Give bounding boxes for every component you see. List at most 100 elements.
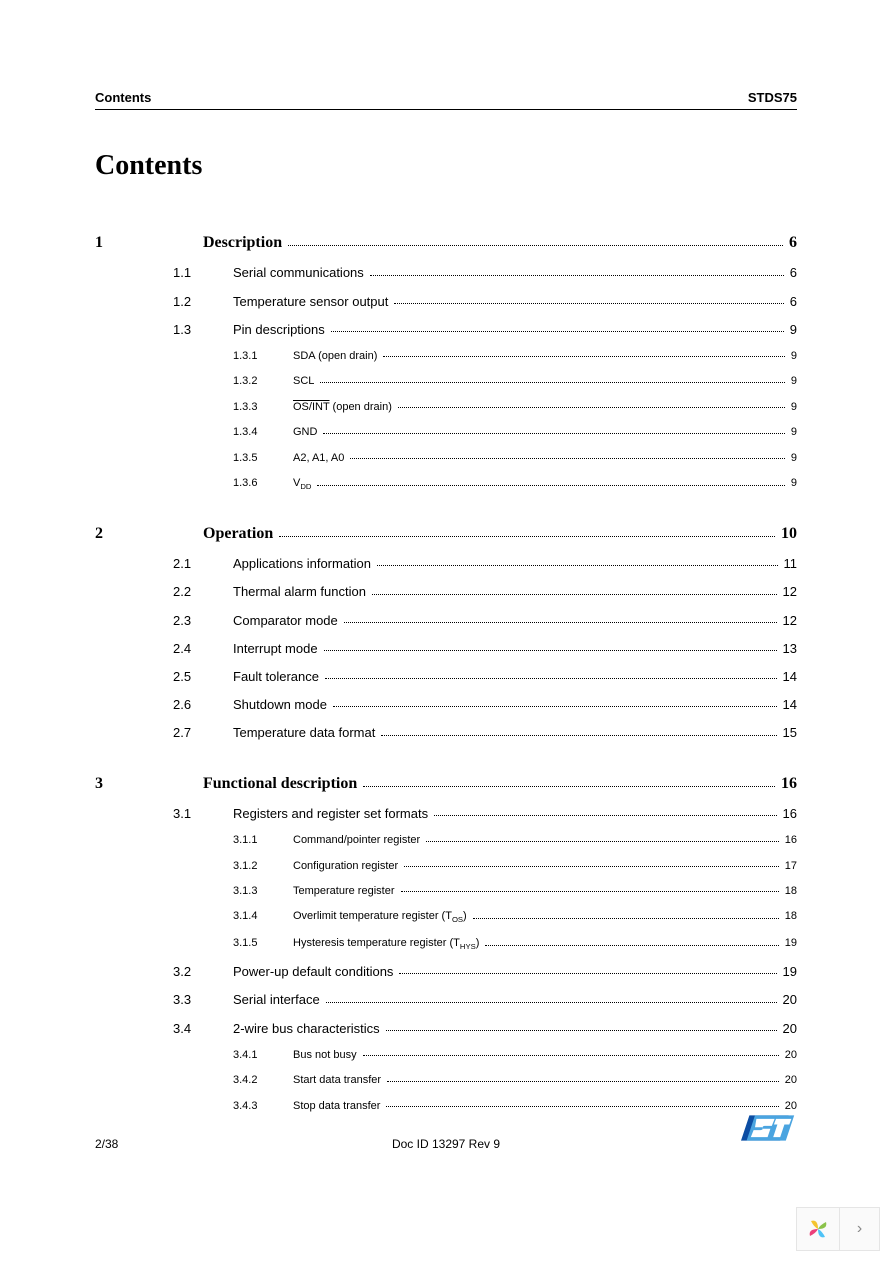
toc-dot-leader: [399, 973, 776, 974]
toc-entry-number: 2: [95, 523, 203, 545]
toc-entry-label: A2, A1, A0: [293, 451, 344, 466]
toc-entry-label: VDD: [293, 476, 311, 493]
toc-entry[interactable]: 3Functional description 16: [95, 773, 797, 795]
toc-entry[interactable]: 1.2Temperature sensor output6: [95, 293, 797, 311]
toc-entry[interactable]: 3.3Serial interface20: [95, 991, 797, 1009]
toc-entry-number: 3.1.4: [233, 909, 293, 924]
toc-entry-number: 3.4.2: [233, 1073, 293, 1088]
toc-entry[interactable]: 2.5Fault tolerance14: [95, 668, 797, 686]
toc-entry-label: Operation: [203, 523, 273, 545]
toc-entry-label: Functional description: [203, 773, 357, 795]
toc-entry[interactable]: 2.6Shutdown mode14: [95, 696, 797, 714]
toc-entry-label: Serial communications: [233, 264, 364, 282]
toc-dot-leader: [333, 706, 777, 707]
toc-entry-label: Command/pointer register: [293, 833, 420, 848]
toc-entry[interactable]: 1.3.2SCL9: [95, 374, 797, 389]
toc-entry-page: 18: [785, 884, 797, 899]
footer-page-number: 2/38: [95, 1137, 118, 1151]
toc-entry[interactable]: 2.7Temperature data format 15: [95, 724, 797, 742]
toc-entry[interactable]: 3.1.3Temperature register18: [95, 884, 797, 899]
toc-dot-leader: [326, 1002, 777, 1003]
page-header: Contents STDS75: [95, 90, 797, 110]
toc-dot-leader: [387, 1081, 779, 1082]
toc-entry-page: 6: [790, 293, 797, 311]
toc-entry[interactable]: 3.1.4Overlimit temperature register (TOS…: [95, 909, 797, 926]
toc-entry[interactable]: 1.3.6VDD9: [95, 476, 797, 493]
toc-entry-page: 20: [785, 1073, 797, 1088]
toc-entry-page: 9: [791, 374, 797, 389]
toc-entry[interactable]: 2.2Thermal alarm function 12: [95, 583, 797, 601]
toc-entry-label: Temperature data format: [233, 724, 375, 742]
toc-section: 3Functional description163.1Registers an…: [95, 773, 797, 1114]
toc-entry[interactable]: 1.3.4GND9: [95, 425, 797, 440]
toc-entry-label: Description: [203, 232, 282, 254]
toc-entry-page: 12: [783, 612, 797, 630]
toc-entry-page: 15: [783, 724, 797, 742]
toc-entry-page: 19: [783, 963, 797, 981]
toc-entry[interactable]: 2.1Applications information11: [95, 555, 797, 573]
toc-entry-number: 1.3.3: [233, 400, 293, 415]
toc-entry[interactable]: 3.1Registers and register set formats16: [95, 805, 797, 823]
toc-entry-page: 20: [783, 991, 797, 1009]
toc-dot-leader: [386, 1030, 777, 1031]
toc-entry-page: 6: [789, 232, 797, 254]
toc-entry[interactable]: 2.4Interrupt mode13: [95, 640, 797, 658]
toc-entry-label: GND: [293, 425, 317, 440]
toc-entry-label: Pin descriptions: [233, 321, 325, 339]
toc-entry[interactable]: 3.2Power-up default conditions19: [95, 963, 797, 981]
toc-entry-page: 12: [783, 583, 797, 601]
toc-entry-label: Applications information: [233, 555, 371, 573]
toc-entry[interactable]: 3.42-wire bus characteristics20: [95, 1020, 797, 1038]
toc-entry-page: 16: [783, 805, 797, 823]
toc-entry-page: 16: [781, 773, 797, 795]
pinwheel-icon[interactable]: [796, 1207, 840, 1251]
toc-entry-number: 1: [95, 232, 203, 254]
toc-entry-number: 1.3.2: [233, 374, 293, 389]
toc-entry-label: 2-wire bus characteristics: [233, 1020, 380, 1038]
toc-dot-leader: [363, 1055, 779, 1056]
toc-entry-page: 9: [790, 321, 797, 339]
next-page-button[interactable]: ›: [840, 1207, 880, 1251]
toc-entry-label: Thermal alarm function: [233, 583, 366, 601]
toc-entry-page: 6: [790, 264, 797, 282]
st-logo: [741, 1108, 797, 1151]
toc-entry[interactable]: 3.1.2Configuration register17: [95, 859, 797, 874]
toc-dot-leader: [485, 945, 778, 946]
toc-entry[interactable]: 3.1.5Hysteresis temperature register (TH…: [95, 936, 797, 953]
header-section-name: Contents: [95, 90, 151, 105]
toc-entry-label: Bus not busy: [293, 1048, 357, 1063]
toc-entry[interactable]: 1.1Serial communications6: [95, 264, 797, 282]
toc-entry[interactable]: 1Description 6: [95, 232, 797, 254]
toc-entry-number: 2.6: [173, 696, 233, 714]
toc-entry[interactable]: 1.3.1SDA (open drain)9: [95, 349, 797, 364]
toc-entry-number: 2.2: [173, 583, 233, 601]
toc-entry[interactable]: 3.1.1Command/pointer register16: [95, 833, 797, 848]
toc-dot-leader: [473, 918, 779, 919]
toc-entry[interactable]: 2.3Comparator mode12: [95, 612, 797, 630]
toc-entry-label: Interrupt mode: [233, 640, 318, 658]
toc-entry[interactable]: 3.4.2Start data transfer20: [95, 1073, 797, 1088]
toc-entry-number: 2.7: [173, 724, 233, 742]
toc-entry-number: 3: [95, 773, 203, 795]
toc-entry-number: 3.4: [173, 1020, 233, 1038]
toc-entry[interactable]: 1.3.5A2, A1, A0 9: [95, 451, 797, 466]
toc-dot-leader: [434, 815, 776, 816]
toc-entry-label: Registers and register set formats: [233, 805, 428, 823]
toc-entry[interactable]: 1.3.3OS/INT (open drain)9: [95, 400, 797, 415]
toc-dot-leader: [381, 735, 776, 736]
toc-entry-number: 1.3.5: [233, 451, 293, 466]
toc-entry[interactable]: 2Operation10: [95, 523, 797, 545]
toc-entry-label: Power-up default conditions: [233, 963, 393, 981]
toc-entry-number: 1.2: [173, 293, 233, 311]
toc-entry-page: 14: [783, 668, 797, 686]
toc-dot-leader: [323, 433, 784, 434]
toc-entry-label: Hysteresis temperature register (THYS): [293, 936, 479, 953]
toc-entry[interactable]: 1.3Pin descriptions9: [95, 321, 797, 339]
toc-entry-label: Comparator mode: [233, 612, 338, 630]
toc-entry[interactable]: 3.4.1Bus not busy20: [95, 1048, 797, 1063]
toc-entry-number: 3.1.1: [233, 833, 293, 848]
page-nav-widget: ›: [796, 1207, 880, 1251]
toc-entry-page: 9: [791, 451, 797, 466]
toc-dot-leader: [404, 866, 779, 867]
toc-dot-leader: [398, 407, 785, 408]
